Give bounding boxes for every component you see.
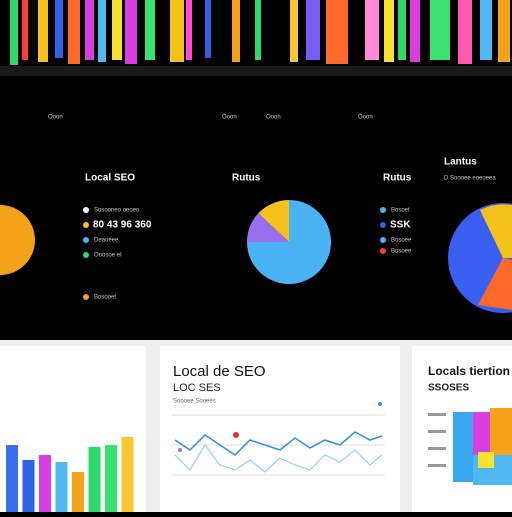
- legend-label: Ooosoe eI: [94, 253, 122, 259]
- bar: [105, 445, 117, 512]
- panel-subtitle: D Soooee eoeoeea: [444, 176, 496, 182]
- card-subtitle: LOC SES: [173, 382, 221, 394]
- legend-label: Bosoee: [391, 249, 412, 255]
- legend-label: Bosoet: [391, 208, 410, 214]
- bar: [72, 472, 84, 512]
- bar: [22, 460, 35, 512]
- line-chart: [172, 402, 385, 476]
- bar: [55, 462, 68, 512]
- pie-slice: [247, 213, 289, 242]
- card-title: Locals tiertion: [428, 364, 510, 378]
- legend-label: Deaoeee: [94, 238, 119, 244]
- center-pie: [247, 200, 331, 284]
- top-label: Ooon: [222, 115, 237, 121]
- legend-label: Bosoee: [391, 238, 412, 244]
- bar: [39, 455, 51, 512]
- bar: [88, 447, 101, 512]
- bar-chart: [6, 437, 134, 512]
- right-pie: [448, 203, 512, 313]
- panel-title: Lantus: [444, 157, 477, 168]
- panel-title: Local SEO: [85, 173, 135, 184]
- top-label: Ooon: [48, 115, 63, 121]
- info-blocks: [428, 408, 512, 485]
- panel-title: Rutus: [232, 173, 261, 184]
- bar: [121, 437, 134, 512]
- card-subtitle: SSOSES: [428, 383, 469, 394]
- bar: [6, 445, 18, 512]
- top-label: Ooon: [358, 115, 373, 121]
- left-pie: [0, 205, 35, 275]
- legend-value: SSK: [390, 220, 411, 231]
- card: [160, 346, 400, 512]
- legend-label: Sosooneo oeoeo: [94, 208, 140, 214]
- card-title: Local de SEO: [173, 363, 266, 380]
- left-legend: [83, 207, 89, 300]
- top-stripes: [0, 0, 512, 76]
- right-legend-dots: [380, 207, 386, 254]
- pie-slice: [258, 200, 289, 242]
- top-label: Ooon: [266, 115, 281, 121]
- panel-title: Rutus: [383, 173, 412, 184]
- card-caption: Soooee Sooees: [173, 399, 216, 405]
- legend-label: Bosooet: [94, 295, 116, 301]
- legend-value: 80 43 96 360: [93, 220, 152, 231]
